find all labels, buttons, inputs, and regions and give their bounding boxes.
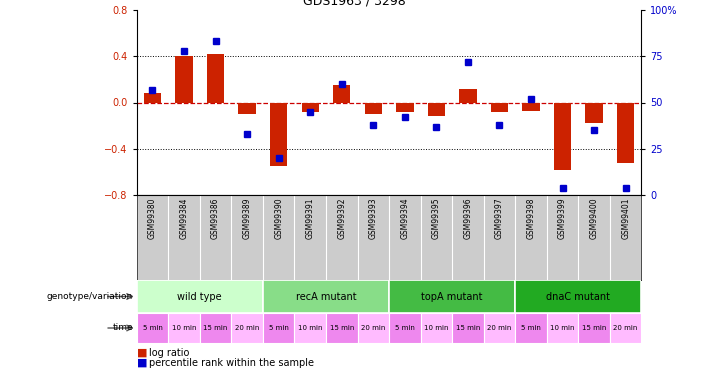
Bar (610, 313, 641, 343)
Text: GSM99396: GSM99396 (463, 198, 472, 239)
Bar (491, 102, 508, 112)
Text: log ratio: log ratio (149, 348, 190, 358)
Bar (428, 102, 445, 116)
Text: GDS1963 / 3298: GDS1963 / 3298 (303, 0, 405, 8)
Bar (617, 102, 634, 163)
Bar (294, 313, 326, 343)
Text: 15 min: 15 min (329, 325, 354, 331)
Bar (137, 313, 168, 343)
Text: GSM99384: GSM99384 (179, 198, 189, 239)
Text: GSM99398: GSM99398 (526, 198, 536, 239)
Bar (522, 102, 540, 111)
Text: time: time (113, 324, 133, 333)
Bar (578, 313, 610, 343)
Bar (515, 280, 641, 313)
Bar (365, 102, 382, 114)
Bar (207, 54, 224, 102)
Text: GSM99380: GSM99380 (148, 198, 157, 239)
Bar (263, 313, 294, 343)
Bar (168, 313, 200, 343)
Bar (515, 313, 547, 343)
Bar (200, 313, 231, 343)
Text: GSM99386: GSM99386 (211, 198, 220, 239)
Bar (301, 102, 319, 112)
Text: 20 min: 20 min (361, 325, 386, 331)
Text: 5 min: 5 min (395, 325, 415, 331)
Text: 10 min: 10 min (172, 325, 196, 331)
Text: 15 min: 15 min (203, 325, 228, 331)
Text: GSM99400: GSM99400 (590, 198, 599, 239)
Bar (333, 85, 350, 102)
Text: GSM99401: GSM99401 (621, 198, 630, 239)
Text: GSM99393: GSM99393 (369, 198, 378, 239)
Bar (231, 313, 263, 343)
Text: 15 min: 15 min (582, 325, 606, 331)
Text: 10 min: 10 min (298, 325, 322, 331)
Text: GSM99389: GSM99389 (243, 198, 252, 239)
Text: GSM99399: GSM99399 (558, 198, 567, 239)
Text: recA mutant: recA mutant (296, 291, 356, 302)
Bar (459, 88, 477, 102)
Text: topA mutant: topA mutant (421, 291, 483, 302)
Text: GSM99392: GSM99392 (337, 198, 346, 239)
Bar (421, 313, 452, 343)
Bar (547, 313, 578, 343)
Text: 20 min: 20 min (487, 325, 512, 331)
Text: 10 min: 10 min (550, 325, 575, 331)
Bar (554, 102, 571, 170)
Bar (326, 313, 358, 343)
Text: 10 min: 10 min (424, 325, 449, 331)
Text: GSM99391: GSM99391 (306, 198, 315, 239)
Bar (484, 313, 515, 343)
Text: ■: ■ (137, 358, 151, 368)
Bar (389, 313, 421, 343)
Text: 5 min: 5 min (142, 325, 163, 331)
Bar (137, 280, 263, 313)
Bar (358, 313, 389, 343)
Bar (389, 280, 515, 313)
Text: GSM99395: GSM99395 (432, 198, 441, 239)
Bar (270, 102, 287, 166)
Text: percentile rank within the sample: percentile rank within the sample (149, 358, 314, 368)
Text: GSM99394: GSM99394 (400, 198, 409, 239)
Bar (238, 102, 256, 114)
Bar (263, 280, 389, 313)
Text: genotype/variation: genotype/variation (47, 292, 133, 301)
Text: dnaC mutant: dnaC mutant (546, 291, 611, 302)
Text: 15 min: 15 min (456, 325, 480, 331)
Text: 20 min: 20 min (235, 325, 259, 331)
Text: GSM99390: GSM99390 (274, 198, 283, 239)
Text: GSM99397: GSM99397 (495, 198, 504, 239)
Text: ■: ■ (137, 348, 151, 358)
Text: wild type: wild type (177, 291, 222, 302)
Text: 5 min: 5 min (268, 325, 289, 331)
Bar (452, 313, 484, 343)
Text: 20 min: 20 min (613, 325, 638, 331)
Bar (396, 102, 414, 112)
Bar (175, 56, 193, 102)
Text: 5 min: 5 min (521, 325, 541, 331)
Bar (585, 102, 603, 123)
Bar (144, 93, 161, 102)
